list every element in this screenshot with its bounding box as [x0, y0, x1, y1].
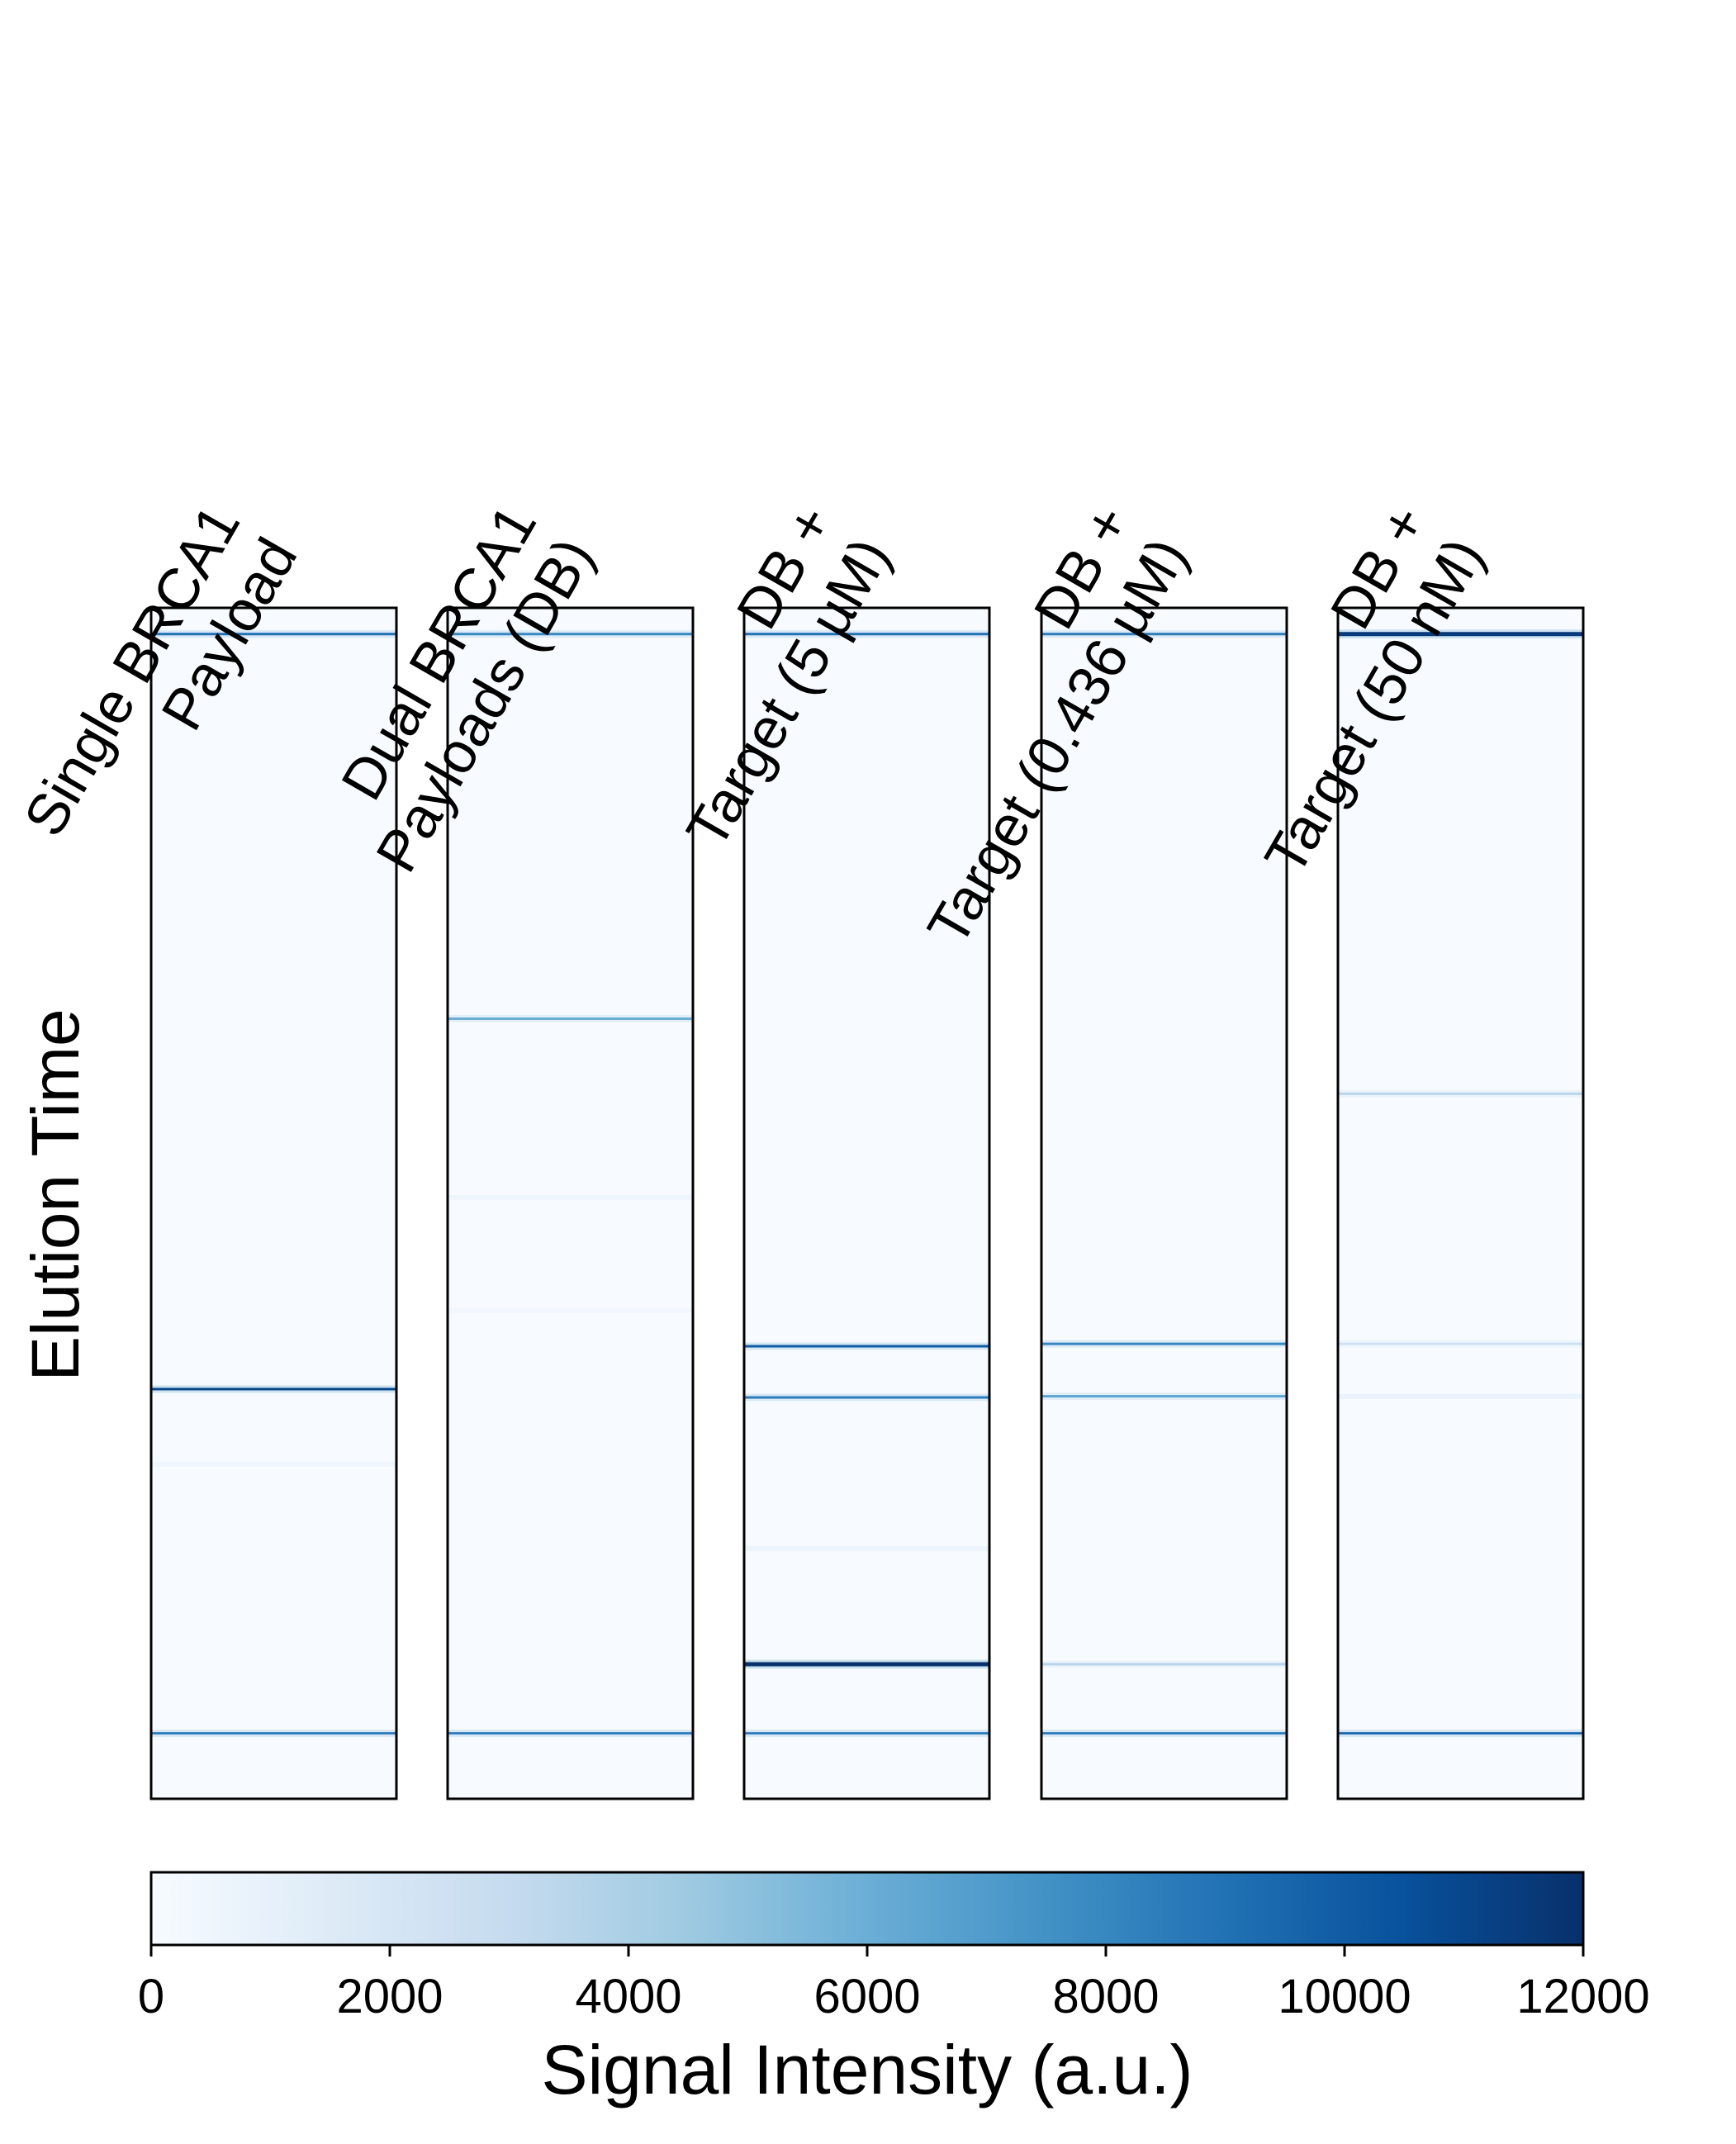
colorbar-tick-label: 6000: [813, 1970, 920, 2023]
lane-background: [151, 608, 396, 1799]
band: [1041, 1342, 1287, 1345]
band: [1041, 1663, 1287, 1666]
lane-4: [1040, 606, 1288, 1800]
band: [744, 1396, 989, 1399]
band: [744, 1546, 989, 1552]
lane-3: [742, 606, 991, 1800]
band: [1338, 632, 1583, 637]
band: [1338, 1342, 1583, 1345]
band: [1338, 1732, 1583, 1735]
lane-5: [1336, 606, 1585, 1800]
y-axis-label: Elution Time: [18, 1008, 93, 1381]
colorbar-gradient: [151, 1872, 1583, 1945]
band: [448, 1307, 693, 1313]
band: [744, 1662, 989, 1667]
band: [744, 1345, 989, 1348]
band: [1041, 1395, 1287, 1398]
colorbar-tick-label: 0: [138, 1970, 164, 2023]
band: [448, 1194, 693, 1200]
colorbar: 0 2000 4000 6000 8000 10000 12000 Signal Intens…: [138, 1871, 1650, 2108]
lanes-layer: [149, 606, 1585, 1800]
lane-frame: [742, 606, 991, 1800]
colorbar-tick-label: 2000: [336, 1970, 443, 2023]
band: [151, 1732, 396, 1735]
lane-1: [149, 606, 398, 1800]
band: [744, 633, 989, 636]
lane-frame: [1040, 606, 1288, 1800]
colorbar-tick-label: 8000: [1052, 1970, 1159, 2023]
lane-2: [446, 606, 695, 1800]
colorbar-tick-label: 12000: [1516, 1970, 1649, 2023]
colorbar-label: Signal Intensity (a.u.): [541, 2031, 1193, 2108]
lane-background: [1041, 608, 1287, 1799]
band: [448, 1732, 693, 1735]
lane-background: [1338, 608, 1583, 1799]
band: [151, 1461, 396, 1467]
band: [1041, 633, 1287, 636]
lane-frame: [1336, 606, 1585, 1800]
band: [448, 1017, 693, 1020]
band: [1338, 1092, 1583, 1095]
colorbar-tick-label: 10000: [1278, 1970, 1411, 2023]
band: [1338, 1393, 1583, 1399]
band: [448, 633, 693, 636]
lane-frame: [446, 606, 695, 1800]
lane-background: [744, 608, 989, 1799]
band: [1041, 1732, 1287, 1735]
lane-background: [448, 608, 693, 1799]
lane-frame: [149, 606, 398, 1800]
band: [151, 1387, 396, 1391]
band: [744, 1732, 989, 1735]
colorbar-tick-label: 4000: [575, 1970, 681, 2023]
band: [151, 633, 396, 636]
